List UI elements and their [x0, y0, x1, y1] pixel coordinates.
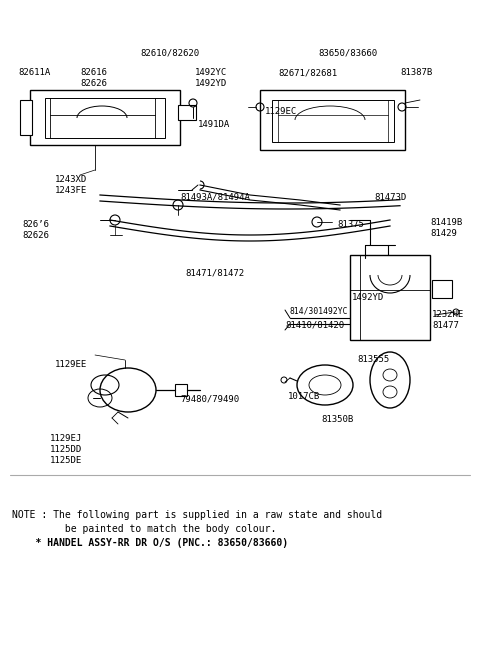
Bar [260, 90, 405, 150]
Bar [178, 105, 196, 120]
Text: 81350B: 81350B [322, 415, 354, 424]
Bar [45, 98, 165, 138]
Bar [432, 280, 452, 298]
Text: 1017CB: 1017CB [288, 392, 320, 401]
Text: 82611A: 82611A [18, 68, 50, 77]
Text: 79480/79490: 79480/79490 [180, 395, 240, 404]
Text: 1125DE: 1125DE [50, 456, 82, 465]
Bar [175, 384, 187, 396]
Bar [30, 90, 180, 145]
Text: 1125DD: 1125DD [50, 445, 82, 454]
Text: 1491DA: 1491DA [198, 120, 230, 129]
Text: 83650/83660: 83650/83660 [318, 48, 378, 57]
Text: 1243FE: 1243FE [55, 186, 87, 195]
Text: 81419B: 81419B [430, 218, 462, 227]
Text: 81429: 81429 [430, 229, 457, 238]
Text: 1129EE: 1129EE [55, 360, 87, 369]
Text: 82626: 82626 [80, 79, 107, 88]
Text: 1232HE: 1232HE [432, 310, 464, 319]
Text: 814/301492YC: 814/301492YC [290, 306, 348, 315]
Bar [350, 255, 430, 340]
Text: 1492YD: 1492YD [195, 79, 227, 88]
Text: 826’6: 826’6 [22, 220, 49, 229]
Text: 1129EJ: 1129EJ [50, 434, 82, 443]
Text: 1492YC: 1492YC [195, 68, 227, 77]
Bar [272, 100, 394, 142]
Text: 1129EC: 1129EC [265, 107, 297, 116]
Text: * HANDEL ASSY-RR DR O/S (PNC.: 83650/83660): * HANDEL ASSY-RR DR O/S (PNC.: 83650/836… [12, 538, 288, 548]
Text: 82616: 82616 [80, 68, 107, 77]
Text: 81473D: 81473D [374, 193, 406, 202]
Text: be painted to match the body colour.: be painted to match the body colour. [12, 524, 276, 534]
Text: 1492YD: 1492YD [352, 293, 384, 302]
Text: 81471/81472: 81471/81472 [185, 268, 245, 277]
Text: 81387B: 81387B [400, 68, 432, 77]
Text: 813555: 813555 [358, 355, 390, 364]
Text: 82626: 82626 [22, 231, 49, 240]
Text: 82671/82681: 82671/82681 [278, 68, 337, 77]
Bar [20, 100, 32, 135]
Text: 1243XD: 1243XD [55, 175, 87, 184]
Text: NOTE : The following part is supplied in a raw state and should: NOTE : The following part is supplied in… [12, 510, 382, 520]
Text: 81410/81420: 81410/81420 [286, 320, 345, 329]
Text: 81493A/81494A: 81493A/81494A [180, 193, 250, 202]
Text: 81375: 81375 [337, 220, 364, 229]
Text: 82610/82620: 82610/82620 [141, 48, 200, 57]
Text: 81477: 81477 [432, 321, 459, 330]
